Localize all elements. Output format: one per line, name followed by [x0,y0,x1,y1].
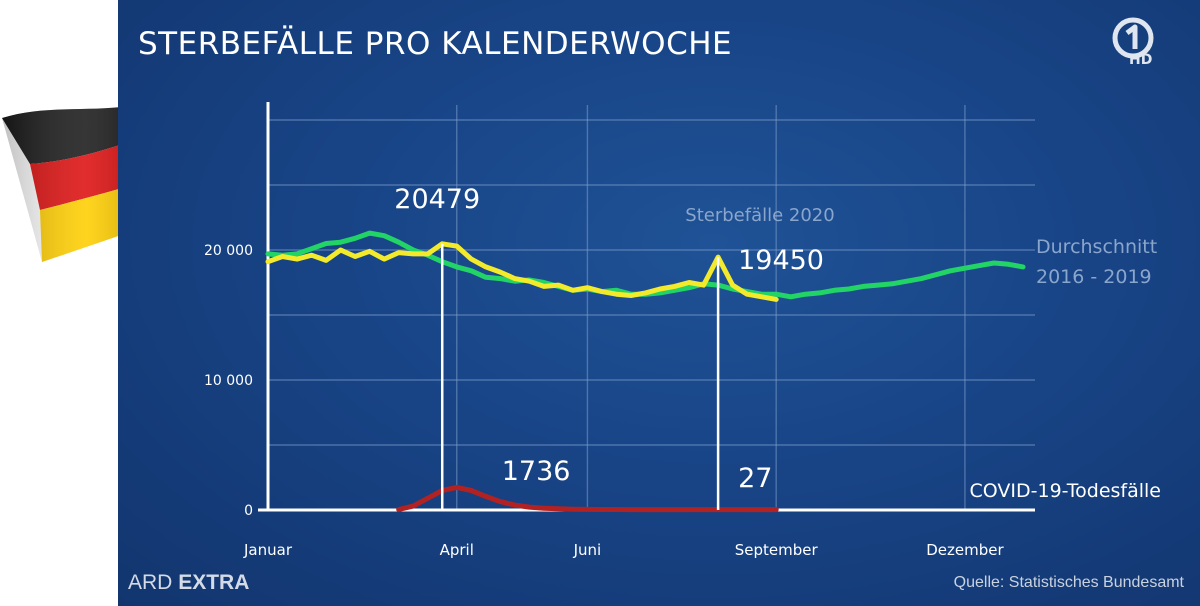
y-tick-label: 0 [244,503,253,519]
series-line-average [265,230,1026,300]
annotations: 20479 19450 1736 27 [394,184,824,510]
brand-bold: EXTRA [178,571,250,594]
annotation-label-peak-september: 19450 [738,245,824,276]
chart-title: STERBEFÄLLE PRO KALENDERWOCHE [138,26,733,62]
x-tick-label: April [440,541,474,559]
axes: 0 10 000 20 000 Januar April Juni September Dez… [204,102,1035,559]
annotation-label-covid-peak: 1736 [502,456,571,487]
source-note: Quelle: Statistisches Bundesamt [953,574,1184,591]
x-tick-label: Juni [573,541,602,559]
y-tick-label: 20 000 [204,243,253,259]
series-label-2020: Sterbefälle 2020 [685,205,834,226]
x-tick-label: Dezember [926,541,1004,559]
chart-area: 0 10 000 20 000 Januar April Juni September Dez… [204,102,1161,559]
series-label-average: Durchschnitt [1036,236,1157,258]
annotation-label-covid-end: 27 [738,463,772,494]
series-line-2020 [265,241,779,302]
annotation-label-peak-april: 20479 [394,184,480,215]
series-label-covid: COVID-19-Todesfälle [970,480,1162,502]
chart-panel: STERBEFÄLLE PRO KALENDERWOCHE HD 0 10 000… [118,0,1200,606]
grid [268,105,1035,510]
ard-one-logo-icon [1112,17,1154,59]
series-label-average-years: 2016 - 2019 [1036,266,1152,288]
brand-light: ARD [128,571,173,594]
x-tick-label: Januar [243,541,293,559]
ard-extra-brand: ARD EXTRA [128,571,249,595]
series [265,230,1026,513]
x-tick-label: September [735,541,819,559]
series-line-covid [396,484,779,513]
hd-badge: HD [1129,52,1153,68]
labels: Durchschnitt 2016 - 2019 Sterbefälle 2020 C… [685,205,1161,502]
y-tick-label: 10 000 [204,373,253,389]
